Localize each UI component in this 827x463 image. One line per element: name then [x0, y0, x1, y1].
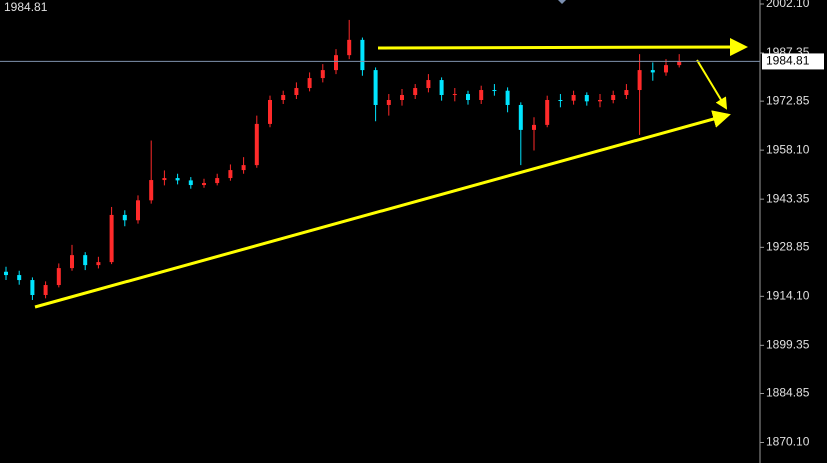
candle-body — [386, 99, 391, 105]
candle-body — [532, 124, 536, 130]
candle-body — [30, 280, 35, 296]
symbol-price: 1984.81 — [4, 0, 48, 14]
candle-body — [492, 90, 497, 92]
candle-body — [109, 214, 114, 263]
projection-arrow — [696, 59, 728, 110]
candle-body — [96, 262, 101, 266]
candle-body — [215, 178, 220, 184]
candle-body — [479, 90, 484, 100]
candle-body — [413, 88, 418, 96]
candle-body — [294, 88, 299, 96]
candle-body — [254, 123, 259, 166]
candle-body — [307, 78, 312, 89]
candle-body — [17, 275, 22, 281]
candle-body — [518, 104, 523, 130]
candle-body — [571, 95, 576, 101]
candle-body — [228, 170, 233, 179]
candle-body — [452, 94, 457, 96]
support-trendline — [34, 110, 731, 309]
candle-body — [136, 200, 140, 221]
candle-body — [334, 55, 338, 71]
candle-body — [188, 180, 193, 186]
y-tick-label: 1899.35 — [766, 338, 810, 352]
candle-body — [70, 255, 74, 269]
candle-body — [281, 95, 286, 100]
current-price-box — [762, 53, 824, 70]
candle-body — [320, 70, 325, 79]
candle-body — [4, 271, 8, 276]
candle-body — [558, 99, 563, 101]
y-tick-label: 1928.85 — [766, 240, 810, 254]
y-tick-label: 1870.10 — [766, 435, 810, 449]
candle-body — [650, 70, 655, 73]
marker — [558, 0, 566, 4]
candle-body — [347, 39, 352, 56]
candle-body — [175, 178, 180, 181]
candle-body — [466, 94, 470, 100]
candle-body — [545, 99, 550, 125]
candle-body — [584, 95, 589, 102]
candle-body — [241, 165, 246, 171]
candle-body — [43, 285, 48, 296]
y-tick-label: 1972.85 — [766, 93, 810, 107]
candle-body — [426, 80, 431, 89]
candle-body — [439, 80, 444, 96]
y-tick-label: 1958.10 — [766, 142, 810, 156]
candle-body — [611, 95, 616, 100]
candle-body — [505, 90, 510, 105]
candle-body — [162, 178, 167, 181]
candle-body — [598, 99, 602, 102]
y-tick-label: 1884.85 — [766, 386, 810, 400]
y-tick-label: 2002.10 — [766, 0, 810, 10]
resistance-line — [377, 38, 748, 57]
candle-body — [202, 183, 206, 186]
y-tick-label: 1914.10 — [766, 289, 810, 303]
candle-body — [149, 180, 154, 201]
candle-body — [360, 39, 365, 71]
candle-body — [400, 95, 404, 100]
candle-body — [268, 99, 272, 124]
candle-body — [677, 61, 682, 66]
candle-body — [56, 268, 61, 286]
candle-body — [373, 70, 378, 105]
candle-body — [624, 90, 629, 96]
candle-body — [664, 65, 668, 73]
candle-body — [637, 70, 642, 91]
candle-body — [83, 255, 88, 266]
y-tick-label: 1943.35 — [766, 191, 810, 205]
current-price-label: 1984.81 — [766, 54, 810, 68]
candle-body — [122, 214, 127, 221]
